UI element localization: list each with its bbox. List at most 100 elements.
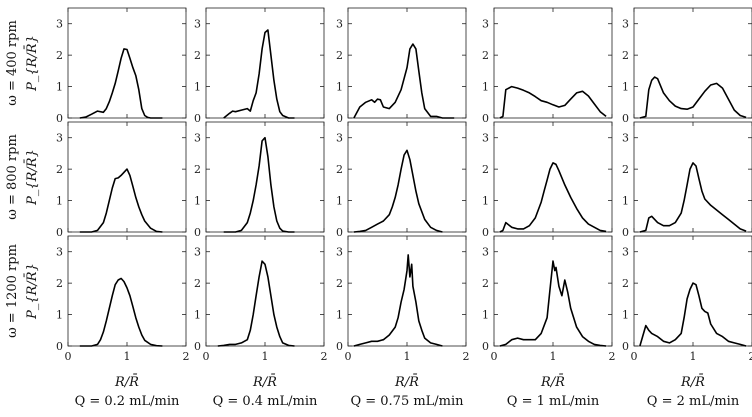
column-title-3: Q = 1 mL/min <box>507 394 600 409</box>
series-line-r2-c4 <box>639 282 747 347</box>
column-title-1: Q = 0.4 mL/min <box>213 394 318 409</box>
y-tick-label-r2-c1-3: 3 <box>194 246 201 259</box>
y-tick-label-r2-c1-0: 0 <box>194 340 201 353</box>
y-tick-label-r2-c2-2: 2 <box>336 277 343 290</box>
panel-frame-r2-c4 <box>633 235 752 347</box>
x-tick-label-c1-0: 0 <box>203 350 210 363</box>
series-line-r0-c1 <box>223 29 295 119</box>
panel-frame-r2-c0 <box>67 235 187 347</box>
y-tick-label-r1-c1-1: 1 <box>194 195 201 208</box>
panel-frame-r2-c3 <box>493 235 613 347</box>
y-tick-label-r2-c2-0: 0 <box>336 340 343 353</box>
x-tick-label-c3-0: 0 <box>491 350 498 363</box>
panel-frame-r0-c1 <box>205 7 325 119</box>
row-title-1: ω = 800 rpm <box>5 134 20 220</box>
panel-frame-r2-c1 <box>205 235 325 347</box>
y-tick-label-r1-c0-0: 0 <box>56 226 63 239</box>
x-axis-label-c4: R/R̄ <box>680 374 705 390</box>
y-axis-label-r0: P_{R/R̄} <box>24 35 40 92</box>
row-title-0: ω = 400 rpm <box>5 20 20 106</box>
y-tick-label-r2-c2-1: 1 <box>336 309 343 322</box>
y-axis-label-r2: P_{R/R̄} <box>24 263 40 320</box>
x-tick-label-c1-2: 2 <box>321 350 328 363</box>
y-tick-label-r0-c0-0: 0 <box>56 112 63 125</box>
y-tick-label-r2-c0-1: 1 <box>56 309 63 322</box>
x-axis-label-c0: R/R̄ <box>114 374 139 390</box>
x-tick-label-c4-1: 1 <box>690 350 697 363</box>
y-tick-label-r1-c4-1: 1 <box>622 195 629 208</box>
y-tick-label-r1-c4-2: 2 <box>622 163 629 176</box>
panel-frame-r1-c3 <box>493 121 613 233</box>
series-line-r2-c1 <box>217 260 295 347</box>
x-tick-label-c3-1: 1 <box>550 350 557 363</box>
y-tick-label-r0-c0-1: 1 <box>56 81 63 94</box>
y-tick-label-r2-c4-0: 0 <box>622 340 629 353</box>
series-line-r1-c1 <box>223 136 295 233</box>
y-tick-label-r0-c4-0: 0 <box>622 112 629 125</box>
x-tick-label-c4-0: 0 <box>631 350 638 363</box>
series-line-r0-c4 <box>639 76 747 119</box>
y-tick-label-r2-c3-0: 0 <box>482 340 489 353</box>
series-line-r1-c4 <box>639 162 747 233</box>
series-line-r2-c0 <box>79 277 163 347</box>
y-tick-label-r2-c4-1: 1 <box>622 309 629 322</box>
series-line-r2-c3 <box>499 260 607 347</box>
y-tick-label-r1-c3-3: 3 <box>482 132 489 145</box>
y-axis-label-r1: P_{R/R̄} <box>24 149 40 206</box>
y-tick-label-r0-c3-2: 2 <box>482 49 489 62</box>
y-tick-label-r1-c0-2: 2 <box>56 163 63 176</box>
y-tick-label-r2-c3-1: 1 <box>482 309 489 322</box>
row-title-2: ω = 1200 rpm <box>5 244 20 338</box>
y-tick-label-r2-c1-1: 1 <box>194 309 201 322</box>
column-title-2: Q = 0.75 mL/min <box>350 394 464 409</box>
panel-frame-r0-c0 <box>67 7 187 119</box>
y-tick-label-r1-c0-1: 1 <box>56 195 63 208</box>
y-tick-label-r0-c3-3: 3 <box>482 18 489 31</box>
x-tick-label-c0-0: 0 <box>65 350 72 363</box>
x-tick-label-c0-1: 1 <box>124 350 131 363</box>
series-line-r0-c2 <box>353 43 455 119</box>
y-tick-label-r0-c2-1: 1 <box>336 81 343 94</box>
y-tick-label-r1-c4-3: 3 <box>622 132 629 145</box>
x-tick-label-c4-2: 2 <box>749 350 752 363</box>
y-tick-label-r1-c2-2: 2 <box>336 163 343 176</box>
x-tick-label-c2-1: 1 <box>404 350 411 363</box>
x-axis-label-c1: R/R̄ <box>252 374 277 390</box>
y-tick-label-r2-c3-3: 3 <box>482 246 489 259</box>
y-tick-label-r0-c3-1: 1 <box>482 81 489 94</box>
column-title-4: Q = 2 mL/min <box>647 394 740 409</box>
x-axis-label-c3: R/R̄ <box>540 374 565 390</box>
y-tick-label-r1-c3-2: 2 <box>482 163 489 176</box>
panel-frame-r0-c3 <box>493 7 613 119</box>
y-tick-label-r0-c1-1: 1 <box>194 81 201 94</box>
y-tick-label-r2-c0-0: 0 <box>56 340 63 353</box>
y-tick-label-r0-c3-0: 0 <box>482 112 489 125</box>
y-tick-label-r2-c0-2: 2 <box>56 277 63 290</box>
series-line-r1-c3 <box>499 162 607 233</box>
y-tick-label-r2-c3-2: 2 <box>482 277 489 290</box>
panel-frame-r1-c2 <box>347 121 467 233</box>
panel-frame-r0-c4 <box>633 7 752 119</box>
y-tick-label-r1-c4-0: 0 <box>622 226 629 239</box>
y-tick-label-r2-c4-3: 3 <box>622 246 629 259</box>
y-tick-label-r1-c3-1: 1 <box>482 195 489 208</box>
x-tick-label-c1-1: 1 <box>262 350 269 363</box>
y-tick-label-r0-c0-3: 3 <box>56 18 63 31</box>
panel-frame-r2-c2 <box>347 235 467 347</box>
y-tick-label-r0-c2-2: 2 <box>336 49 343 62</box>
y-tick-label-r0-c1-2: 2 <box>194 49 201 62</box>
series-line-r1-c2 <box>353 149 443 233</box>
y-tick-label-r2-c0-3: 3 <box>56 246 63 259</box>
y-tick-label-r0-c2-3: 3 <box>336 18 343 31</box>
y-tick-label-r0-c4-3: 3 <box>622 18 629 31</box>
x-tick-label-c0-2: 2 <box>183 350 190 363</box>
y-tick-label-r0-c0-2: 2 <box>56 49 63 62</box>
column-title-0: Q = 0.2 mL/min <box>75 394 180 409</box>
y-tick-label-r1-c1-2: 2 <box>194 163 201 176</box>
series-line-r1-c0 <box>79 168 163 233</box>
y-tick-label-r0-c4-1: 1 <box>622 81 629 94</box>
y-tick-label-r2-c2-3: 3 <box>336 246 343 259</box>
series-line-r0-c0 <box>79 48 163 119</box>
y-tick-label-r1-c0-3: 3 <box>56 132 63 145</box>
series-line-r0-c3 <box>499 85 607 119</box>
